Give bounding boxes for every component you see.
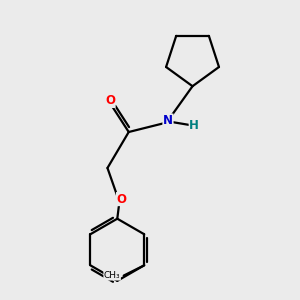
Text: O: O (116, 193, 127, 206)
Text: H: H (189, 119, 199, 132)
Text: N: N (163, 114, 173, 127)
Text: CH₃: CH₃ (104, 271, 120, 280)
Text: O: O (105, 94, 115, 107)
